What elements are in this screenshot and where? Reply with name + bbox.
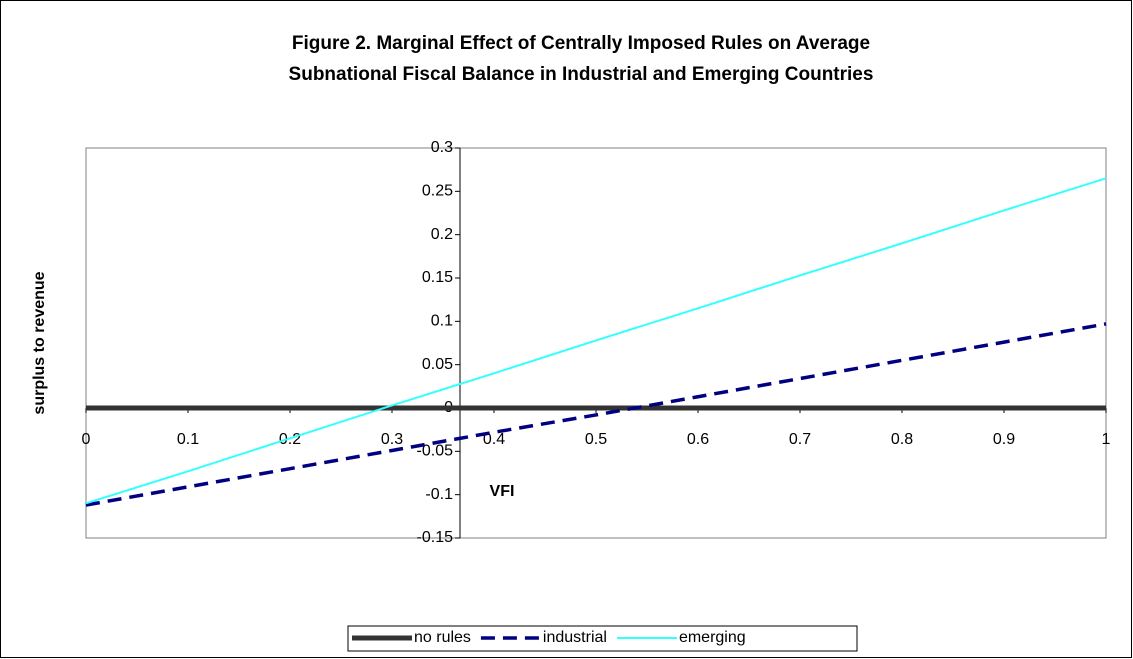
legend-label: no rules: [414, 629, 471, 646]
x-tick-label: 0: [82, 431, 91, 448]
series-line: [85, 322, 1107, 507]
y-tick-label: -0.1: [425, 486, 453, 503]
x-tick-label: 0.2: [279, 431, 301, 448]
chart-title: Subnational Fiscal Balance in Industrial…: [289, 64, 874, 85]
chart-title: Figure 2. Marginal Effect of Centrally I…: [292, 33, 870, 54]
x-tick-label: 0.6: [687, 431, 709, 448]
plot-area: [85, 147, 1107, 539]
x-tick-label: 0.1: [177, 431, 199, 448]
y-tick-label: 0.2: [431, 226, 453, 243]
x-tick-label: 1: [1102, 431, 1111, 448]
legend-label: emerging: [679, 629, 746, 646]
y-axis-title: surplus to revenue: [31, 271, 48, 414]
y-tick-label: 0.15: [422, 269, 453, 286]
x-tick-label: 0.3: [381, 431, 403, 448]
legend-label: industrial: [543, 629, 607, 646]
x-tick-label: 0.5: [585, 431, 607, 448]
x-tick-label: 0.7: [789, 431, 811, 448]
y-tick-label: 0.05: [422, 356, 453, 373]
y-tick-label: 0.3: [431, 139, 453, 156]
y-tick-label: -0.15: [417, 529, 454, 546]
x-tick-label: 0.4: [483, 431, 505, 448]
y-tick-label: 0.25: [422, 183, 453, 200]
x-tick-label: 0.8: [891, 431, 913, 448]
legend: [347, 625, 858, 652]
x-axis-title: VFI: [490, 483, 515, 500]
series-line: [85, 177, 1107, 505]
y-tick-label: 0.1: [431, 313, 453, 330]
y-tick-label: -0.05: [417, 443, 454, 460]
x-tick-label: 0.9: [993, 431, 1015, 448]
